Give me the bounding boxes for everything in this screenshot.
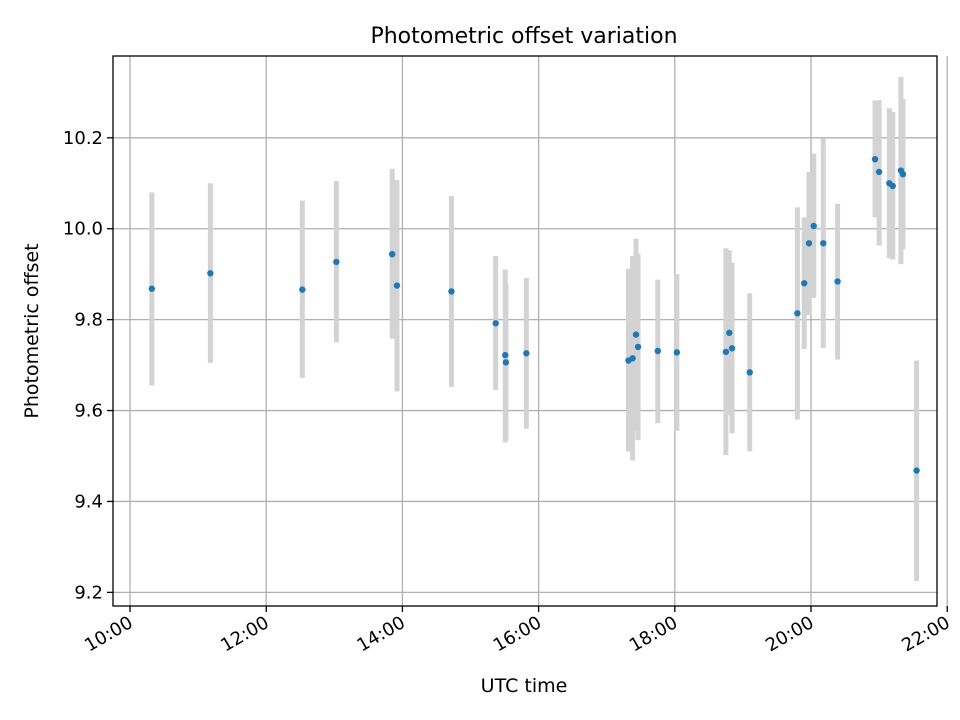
data-point [634, 343, 642, 351]
data-point [820, 240, 827, 247]
data-point [333, 258, 340, 266]
data-point [794, 310, 801, 317]
y-tick-label: 9.8 [74, 310, 103, 331]
data-point [810, 222, 817, 230]
data-point [801, 280, 808, 287]
plot-frame [112, 55, 938, 607]
y-tick-label: 9.2 [74, 582, 103, 603]
data-point [673, 349, 681, 356]
y-tick-label: 9.6 [74, 401, 103, 422]
data-point [148, 285, 156, 292]
data-point [448, 288, 455, 295]
data-point [889, 182, 896, 190]
chart-title: Photometric offset variation [370, 24, 677, 49]
x-axis-title: UTC time [481, 675, 568, 697]
data-point [207, 270, 214, 277]
data-point [632, 331, 640, 338]
data-point [805, 240, 813, 247]
data-point [722, 348, 730, 356]
data-point [502, 351, 509, 359]
y-axis-title: Photometric offset [21, 243, 43, 418]
data-point [654, 347, 661, 355]
data-point [899, 170, 907, 178]
data-point [913, 467, 920, 474]
data-point [834, 278, 841, 285]
data-points [148, 155, 920, 474]
y-tick-label: 10.2 [63, 128, 103, 149]
data-point [726, 329, 733, 337]
y-tick-label: 10.0 [63, 219, 103, 240]
data-point [875, 168, 883, 176]
y-tick-label: 9.4 [74, 491, 103, 512]
data-point [746, 369, 753, 376]
data-point [299, 286, 306, 293]
data-point [492, 320, 499, 327]
data-point [389, 250, 396, 258]
data-point [523, 350, 530, 357]
data-point [629, 355, 636, 362]
data-point [728, 345, 736, 352]
data-point [502, 359, 510, 366]
y-axis-ticks: 9.2 9.4 9.6 9.8 10.0 10.2 [63, 128, 113, 603]
data-point [871, 155, 879, 163]
data-point [393, 282, 401, 289]
